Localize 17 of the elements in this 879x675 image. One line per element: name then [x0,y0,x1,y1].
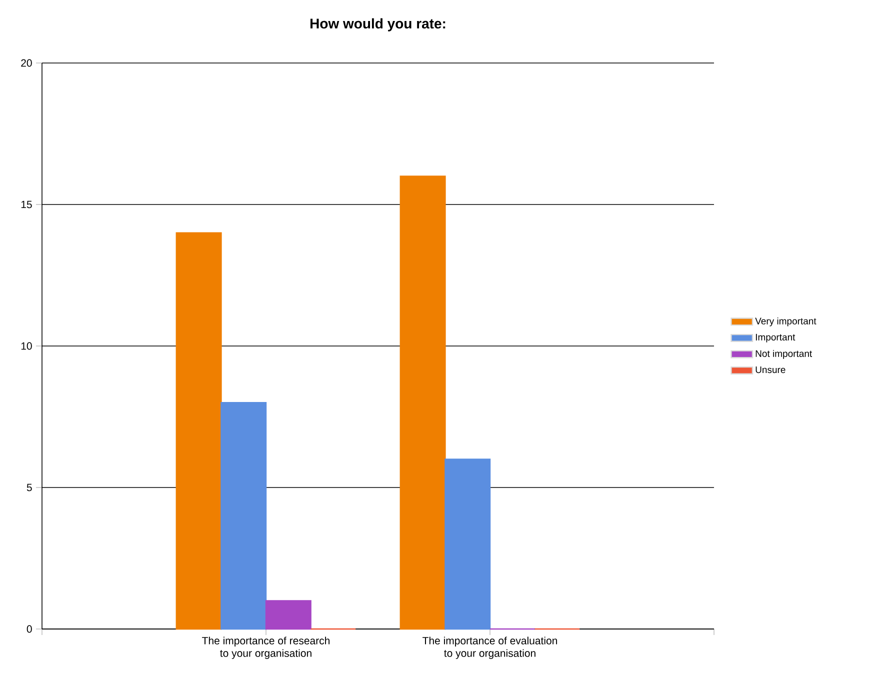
y-tick-label: 5 [26,484,32,492]
bar [444,458,491,630]
legend-label: Very important [755,317,816,326]
y-tick-label: 10 [21,342,32,350]
legend-label: Important [756,334,796,342]
bar [176,232,222,630]
x-tick-label: The importance of research to your organisation [202,636,330,659]
y-tick-label: 20 [21,59,32,67]
chart-title: How would you rate: [310,18,446,32]
x-tick-label: The importance of evaluation to your organisation [422,636,558,659]
bar [400,176,446,630]
y-tick-label: 15 [21,200,32,208]
bar [265,600,312,630]
legend-label: Unsure [756,366,786,374]
legend-label: Not important [756,350,812,359]
y-tick-label: 0 [26,625,32,633]
bar [220,402,267,630]
